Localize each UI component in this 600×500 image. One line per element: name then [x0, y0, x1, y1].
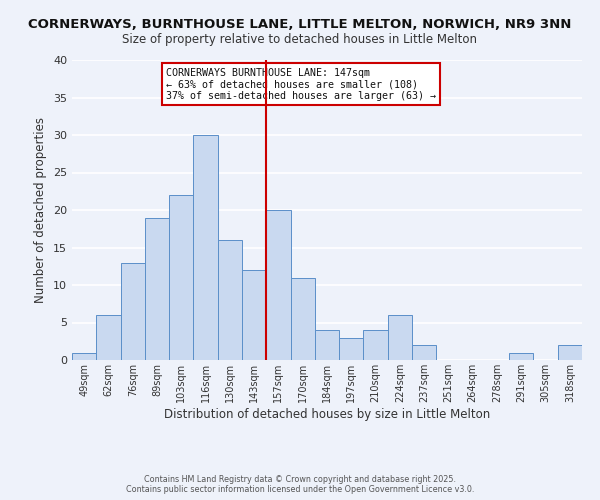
- Text: Contains HM Land Registry data © Crown copyright and database right 2025.
Contai: Contains HM Land Registry data © Crown c…: [126, 474, 474, 494]
- Bar: [96, 315, 121, 360]
- Bar: [121, 262, 145, 360]
- Bar: [339, 338, 364, 360]
- Bar: [72, 352, 96, 360]
- Bar: [509, 352, 533, 360]
- Text: CORNERWAYS, BURNTHOUSE LANE, LITTLE MELTON, NORWICH, NR9 3NN: CORNERWAYS, BURNTHOUSE LANE, LITTLE MELT…: [28, 18, 572, 30]
- Text: CORNERWAYS BURNTHOUSE LANE: 147sqm
← 63% of detached houses are smaller (108)
37: CORNERWAYS BURNTHOUSE LANE: 147sqm ← 63%…: [166, 68, 436, 100]
- Bar: [145, 218, 169, 360]
- Bar: [412, 345, 436, 360]
- Bar: [266, 210, 290, 360]
- Bar: [193, 135, 218, 360]
- Bar: [364, 330, 388, 360]
- Bar: [169, 195, 193, 360]
- Bar: [290, 278, 315, 360]
- Text: Size of property relative to detached houses in Little Melton: Size of property relative to detached ho…: [122, 32, 478, 46]
- Y-axis label: Number of detached properties: Number of detached properties: [34, 117, 47, 303]
- Bar: [558, 345, 582, 360]
- Bar: [388, 315, 412, 360]
- Bar: [218, 240, 242, 360]
- X-axis label: Distribution of detached houses by size in Little Melton: Distribution of detached houses by size …: [164, 408, 490, 420]
- Bar: [242, 270, 266, 360]
- Bar: [315, 330, 339, 360]
